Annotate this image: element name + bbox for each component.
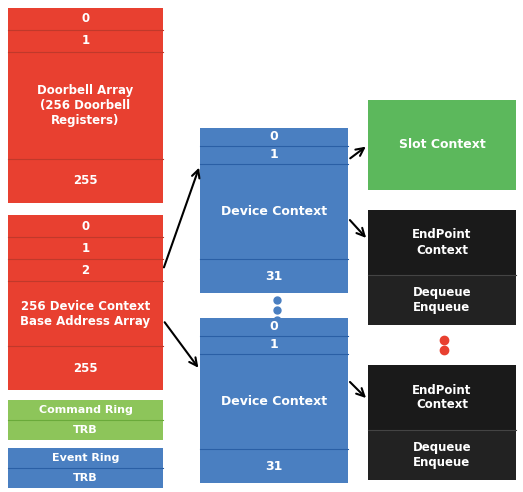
Text: 256 Device Context
Base Address Array: 256 Device Context Base Address Array [20,300,151,328]
Text: 0: 0 [82,12,89,26]
Bar [368,100,516,190]
Bar [200,128,348,146]
Bar [200,164,348,259]
Bar [8,215,163,237]
Text: 1: 1 [270,338,278,351]
Bar [8,259,163,281]
Text: EndPoint
Context: EndPoint Context [412,228,472,256]
Text: 0: 0 [82,219,89,233]
Text: 255: 255 [73,362,98,374]
Text: 1: 1 [82,34,89,48]
Text: 31: 31 [265,460,283,472]
Bar [200,146,348,164]
Text: Dequeue
Enqueue: Dequeue Enqueue [413,286,471,314]
Text: Device Context: Device Context [221,395,327,408]
Bar [368,430,516,480]
Bar [8,52,163,159]
Bar [8,237,163,259]
Text: EndPoint
Context: EndPoint Context [412,383,472,411]
Bar [200,318,348,336]
Text: 1: 1 [270,149,278,161]
Bar [368,210,516,275]
Text: 31: 31 [265,270,283,282]
Text: Device Context: Device Context [221,205,327,218]
Bar [8,448,163,468]
Bar [8,400,163,420]
Text: Dequeue
Enqueue: Dequeue Enqueue [413,441,471,469]
Text: 255: 255 [73,175,98,187]
Text: 0: 0 [270,130,278,144]
Bar [200,449,348,483]
Bar [8,8,163,30]
Text: 1: 1 [82,242,89,254]
Bar [8,468,163,488]
Bar [8,281,163,346]
Bar [8,420,163,440]
Bar [368,365,516,430]
Bar [200,336,348,354]
Bar [8,346,163,390]
Text: 0: 0 [270,320,278,334]
Text: 2: 2 [82,264,89,277]
Text: TRB: TRB [73,473,98,483]
Bar [200,354,348,449]
Bar [8,159,163,203]
Text: Doorbell Array
(256 Doorbell
Registers): Doorbell Array (256 Doorbell Registers) [37,84,133,127]
Text: Event Ring: Event Ring [52,453,119,463]
Bar [200,259,348,293]
Bar [368,275,516,325]
Text: TRB: TRB [73,425,98,435]
Text: Slot Context: Slot Context [399,139,485,152]
Bar [8,30,163,52]
Text: Command Ring: Command Ring [39,405,132,415]
